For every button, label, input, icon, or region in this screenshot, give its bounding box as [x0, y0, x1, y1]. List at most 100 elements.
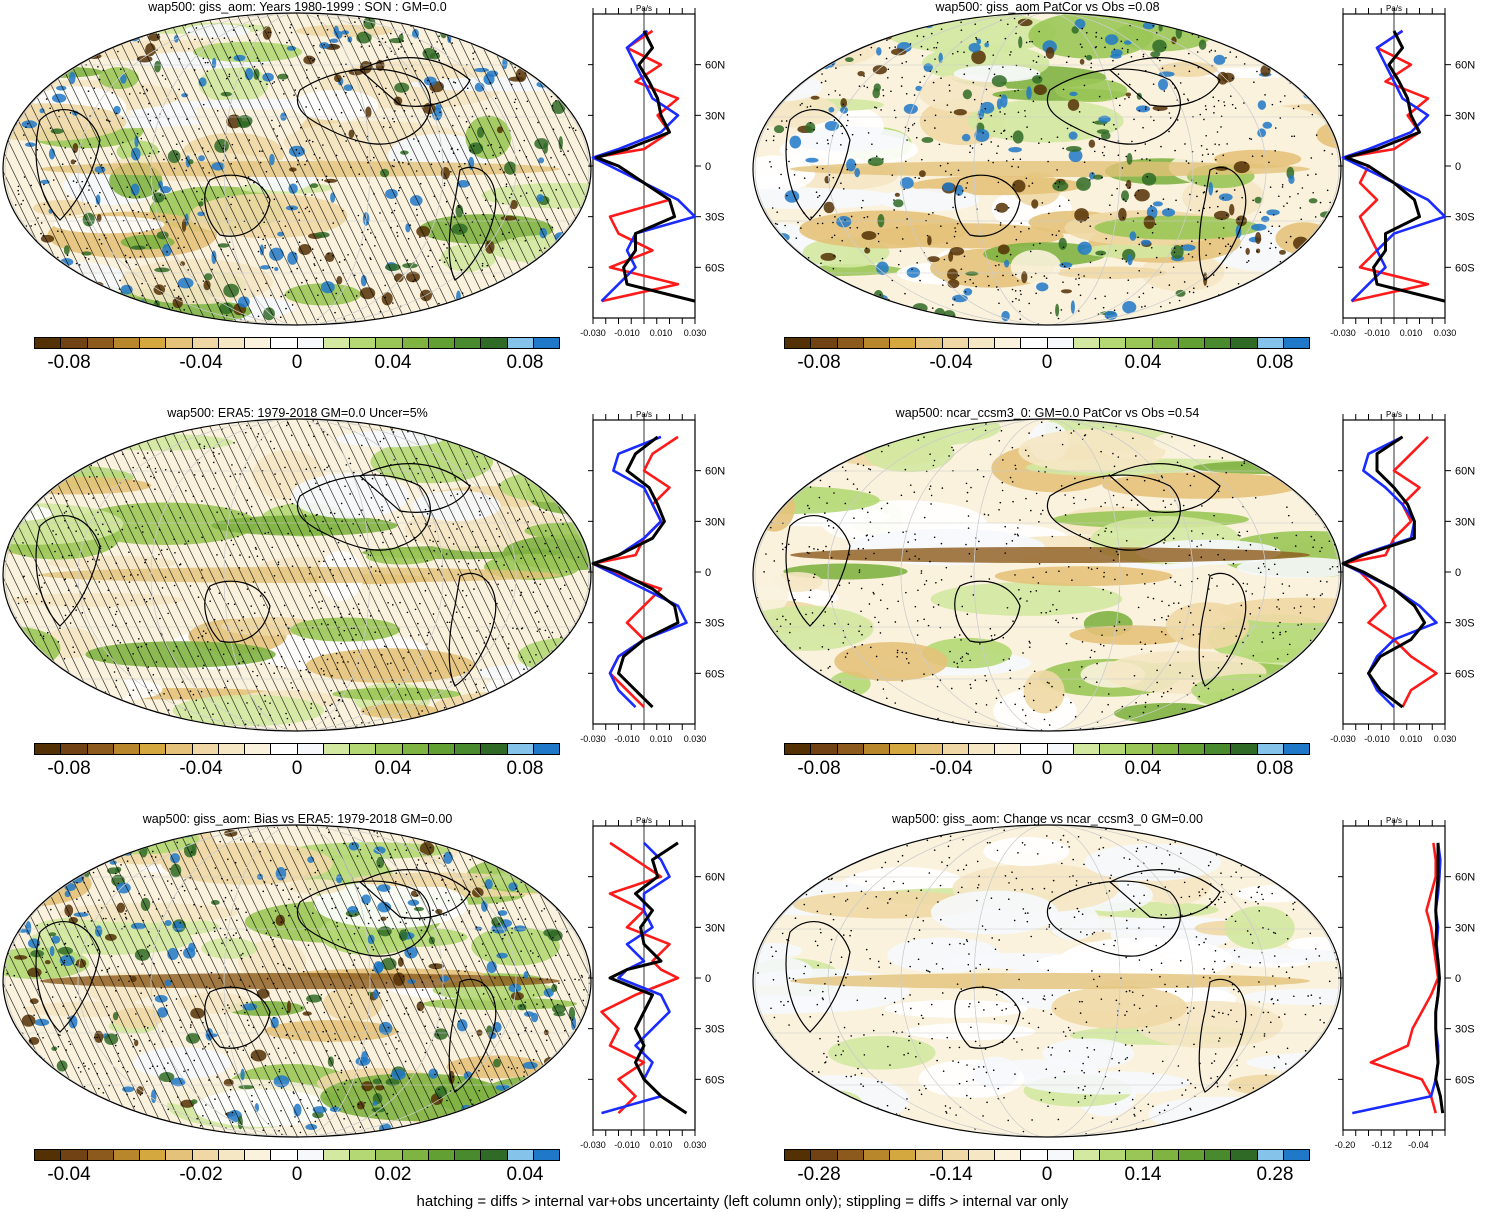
- colorbar-swatch: [1178, 338, 1205, 348]
- profile-y-tick: 0: [705, 161, 711, 173]
- profile-y-tick: 30S: [705, 212, 725, 224]
- colorbar-swatch: [533, 1150, 559, 1160]
- colorbar-swatch: [166, 744, 193, 754]
- colorbar-swatch: [995, 338, 1022, 348]
- colorbar-swatch: [481, 338, 508, 348]
- colorbar-label: -0.08: [797, 352, 841, 373]
- profile-y-tick: 30S: [1455, 1024, 1475, 1036]
- profile-series-red: [1369, 842, 1440, 1114]
- colorbar-label: 0: [291, 352, 303, 373]
- colorbar-swatch: [140, 744, 167, 754]
- colorbar-swatch: [995, 1150, 1022, 1160]
- colorbar-swatch: [350, 338, 377, 348]
- colorbar-swatch: [376, 744, 403, 754]
- profile-x-tick: 0.010: [1400, 328, 1423, 338]
- colorbar: [34, 337, 560, 349]
- colorbar-swatch: [192, 1150, 219, 1160]
- colorbar-label: -0.08: [47, 352, 91, 373]
- colorbar-swatch: [1152, 1150, 1179, 1160]
- profile-y-tick: 30S: [705, 1024, 725, 1036]
- colorbar-swatch: [1100, 1150, 1127, 1160]
- colorbar: [784, 1149, 1310, 1161]
- profile-series-blue: [1341, 435, 1438, 709]
- colorbar-swatch: [916, 744, 943, 754]
- profile-x-tick: -0.030: [1330, 328, 1356, 338]
- profile-y-tick: 60S: [705, 668, 725, 680]
- map-plot: [752, 12, 1342, 326]
- map-plot: [2, 418, 592, 732]
- colorbar: [784, 337, 1310, 349]
- colorbar-swatch: [1152, 338, 1179, 348]
- colorbar-swatch: [1257, 744, 1284, 754]
- colorbar-swatch: [811, 744, 838, 754]
- profile-series-blue: [591, 435, 688, 709]
- colorbar-label: 0: [1041, 352, 1053, 373]
- panel-p2: wap500: giss_aom PatCor vs Obs =0.08 -0.0…: [750, 0, 1485, 400]
- profile-y-tick: 30S: [1455, 212, 1475, 224]
- profile-y-tick: 0: [705, 567, 711, 579]
- profile-x-tick: 0.030: [1434, 328, 1457, 338]
- colorbar-label: 0.04: [506, 1164, 544, 1185]
- profile-y-tick: 30S: [1455, 618, 1475, 630]
- profile-y-tick: 60S: [1455, 262, 1475, 274]
- colorbar-swatch: [1152, 744, 1179, 754]
- colorbar-swatch: [968, 744, 995, 754]
- colorbar-swatch: [245, 744, 272, 754]
- profile-x-tick: -0.12: [1371, 1140, 1392, 1150]
- colorbar-swatch: [87, 338, 114, 348]
- colorbar-swatch: [1283, 338, 1309, 348]
- colorbar-swatch: [785, 744, 812, 754]
- profile-series-blue: [601, 841, 671, 1115]
- colorbar-swatch: [350, 1150, 377, 1160]
- colorbar-label: 0.04: [1124, 352, 1162, 373]
- profile-y-tick: 60S: [1455, 1074, 1475, 1086]
- colorbar-swatch: [1231, 1150, 1258, 1160]
- colorbar-swatch: [916, 1150, 943, 1160]
- colorbar-swatch: [1047, 1150, 1074, 1160]
- colorbar-swatch: [995, 744, 1022, 754]
- colorbar-swatch: [192, 744, 219, 754]
- colorbar-label: 0: [291, 758, 303, 779]
- colorbar-swatch: [245, 1150, 272, 1160]
- colorbar-label: 0.08: [1256, 758, 1294, 779]
- colorbar-label: 0.08: [506, 758, 544, 779]
- profile-x-tick: -0.030: [580, 1140, 606, 1150]
- profile-series-blue: [1341, 29, 1447, 303]
- colorbar-swatch: [968, 1150, 995, 1160]
- colorbar-swatch: [1021, 744, 1048, 754]
- colorbar-swatch: [863, 338, 890, 348]
- profile-x-tick: -0.030: [580, 328, 606, 338]
- profile-y-tick: 60N: [705, 466, 725, 478]
- map-plot: [2, 12, 592, 326]
- colorbar-label: 0: [1041, 758, 1053, 779]
- profile-y-tick: 60S: [705, 262, 725, 274]
- colorbar-swatch: [1257, 1150, 1284, 1160]
- colorbar-swatch: [245, 338, 272, 348]
- panel-title: wap500: ncar_ccsm3_0: GM=0.0 PatCor vs O…: [895, 406, 1200, 420]
- profile-y-tick: 30N: [705, 516, 725, 528]
- colorbar-swatch: [455, 1150, 482, 1160]
- colorbar-swatch: [533, 338, 559, 348]
- footnote: hatching = diffs > internal var+obs unce…: [416, 1193, 1069, 1210]
- colorbar-swatch: [402, 1150, 429, 1160]
- colorbar-label: -0.04: [929, 758, 973, 779]
- colorbar-swatch: [402, 744, 429, 754]
- colorbar-swatch: [507, 1150, 534, 1160]
- colorbar-swatch: [1126, 1150, 1153, 1160]
- colorbar-swatch: [376, 1150, 403, 1160]
- colorbar-swatch: [1100, 338, 1127, 348]
- profile-y-tick: 30S: [705, 618, 725, 630]
- colorbar-swatch: [166, 338, 193, 348]
- colorbar-swatch: [323, 338, 350, 348]
- colorbar-swatch: [1283, 1150, 1309, 1160]
- panel-title: wap500: giss_aom PatCor vs Obs =0.08: [935, 0, 1160, 14]
- colorbar-swatch: [166, 1150, 193, 1160]
- colorbar-swatch: [785, 1150, 812, 1160]
- colorbar-swatch: [271, 744, 298, 754]
- colorbar-swatch: [323, 1150, 350, 1160]
- colorbar-swatch: [218, 1150, 245, 1160]
- colorbar-swatch: [271, 338, 298, 348]
- colorbar-label: 0.08: [506, 352, 544, 373]
